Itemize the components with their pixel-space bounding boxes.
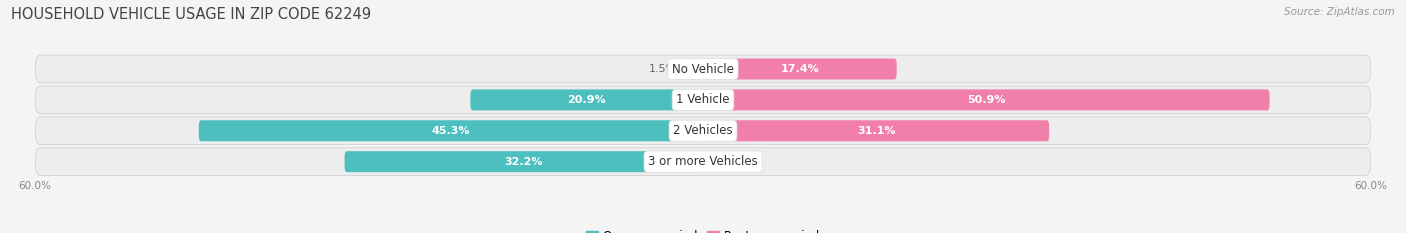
FancyBboxPatch shape [703, 89, 1270, 110]
Text: 1.5%: 1.5% [650, 64, 678, 74]
Text: 2 Vehicles: 2 Vehicles [673, 124, 733, 137]
FancyBboxPatch shape [35, 148, 1371, 175]
FancyBboxPatch shape [703, 120, 1049, 141]
FancyBboxPatch shape [35, 86, 1371, 114]
FancyBboxPatch shape [686, 58, 703, 79]
Text: 1 Vehicle: 1 Vehicle [676, 93, 730, 106]
Text: No Vehicle: No Vehicle [672, 62, 734, 75]
FancyBboxPatch shape [344, 151, 703, 172]
FancyBboxPatch shape [471, 89, 703, 110]
Text: Source: ZipAtlas.com: Source: ZipAtlas.com [1284, 7, 1395, 17]
FancyBboxPatch shape [35, 117, 1371, 145]
Text: 3 or more Vehicles: 3 or more Vehicles [648, 155, 758, 168]
Text: 17.4%: 17.4% [780, 64, 820, 74]
FancyBboxPatch shape [703, 151, 710, 172]
Text: HOUSEHOLD VEHICLE USAGE IN ZIP CODE 62249: HOUSEHOLD VEHICLE USAGE IN ZIP CODE 6224… [11, 7, 371, 22]
FancyBboxPatch shape [198, 120, 703, 141]
Text: 31.1%: 31.1% [856, 126, 896, 136]
Text: 45.3%: 45.3% [432, 126, 470, 136]
Text: 0.64%: 0.64% [718, 157, 755, 167]
FancyBboxPatch shape [703, 58, 897, 79]
Text: 50.9%: 50.9% [967, 95, 1005, 105]
Legend: Owner-occupied, Renter-occupied: Owner-occupied, Renter-occupied [581, 225, 825, 233]
FancyBboxPatch shape [35, 55, 1371, 83]
Text: 32.2%: 32.2% [505, 157, 543, 167]
Text: 20.9%: 20.9% [568, 95, 606, 105]
